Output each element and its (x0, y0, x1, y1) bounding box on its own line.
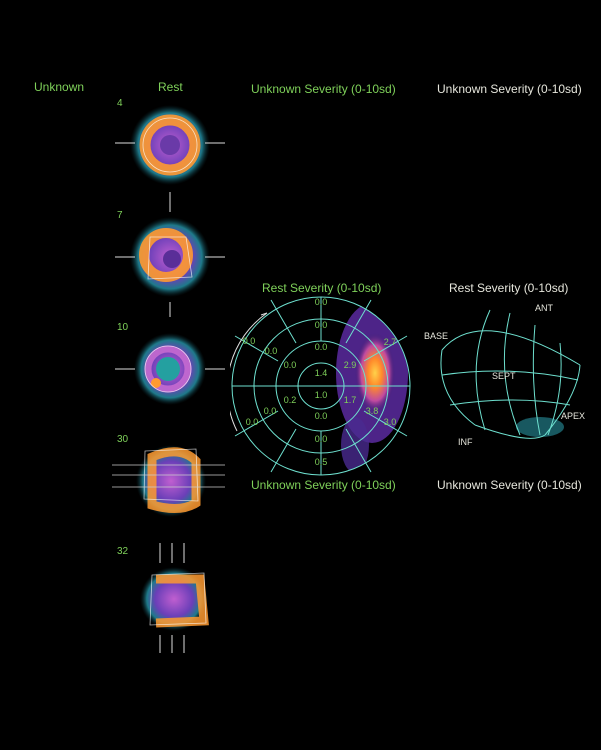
polar-value: 1.4 (315, 368, 328, 378)
polar-value: 0.2 (284, 395, 297, 405)
footer-severity-2: Unknown Severity (0-10sd) (437, 478, 582, 492)
surface-label-sept: SEPT (492, 371, 516, 381)
polar-value: 2.9 (344, 360, 357, 370)
polar-value: 0.0 (315, 342, 328, 352)
polar-value: 3.0 (384, 417, 397, 427)
col-header-rest: Rest (158, 80, 183, 94)
polar-value: 0.0 (246, 417, 259, 427)
slice-30-image (112, 445, 225, 517)
polar-value: 0.0 (243, 336, 256, 346)
col-header-severity-1: Unknown Severity (0-10sd) (251, 82, 396, 96)
surface-map: ANT BASE SEPT APEX INF (424, 303, 585, 447)
polar-value: 0.0 (284, 360, 297, 370)
polar-value: 2.7 (384, 337, 397, 347)
surface-label-inf: INF (458, 437, 473, 447)
col-header-unknown: Unknown (34, 80, 85, 94)
slice-number-7: 7 (117, 210, 123, 221)
slice-column (112, 105, 225, 653)
polar-value: 0.0 (265, 346, 278, 356)
polar-value: 0.0 (315, 411, 328, 421)
slice-number-4: 4 (117, 98, 123, 109)
surface-map-title: Rest Severity (0-10sd) (449, 281, 569, 295)
polar-value: 0.5 (315, 457, 328, 467)
polar-value: 0.0 (315, 297, 328, 307)
slice-7-image (115, 192, 225, 317)
polar-map-title: Rest Severity (0-10sd) (262, 281, 382, 295)
col-header-severity-2: Unknown Severity (0-10sd) (437, 82, 582, 96)
polar-value: 1.7 (344, 395, 357, 405)
slice-32-image (140, 543, 209, 653)
polar-value: 3.8 (366, 406, 379, 416)
surface-label-apex: APEX (561, 411, 585, 421)
polar-value: 0.0 (315, 434, 328, 444)
footer-severity-1: Unknown Severity (0-10sd) (251, 478, 396, 492)
polar-value: 1.0 (315, 390, 328, 400)
slice-number-30: 30 (117, 434, 129, 445)
slice-10-image (115, 333, 225, 405)
slice-4-image (115, 105, 225, 185)
polar-value: 0.0 (264, 406, 277, 416)
slice-number-32: 32 (117, 546, 129, 557)
polar-value: 0.0 (315, 320, 328, 330)
surface-label-base: BASE (424, 331, 448, 341)
slice-number-10: 10 (117, 322, 129, 333)
polar-map: 0.0 0.0 0.0 2.7 0.0 0.0 0.0 2.9 1.4 1.0 … (230, 296, 411, 476)
surface-label-ant: ANT (535, 303, 554, 313)
